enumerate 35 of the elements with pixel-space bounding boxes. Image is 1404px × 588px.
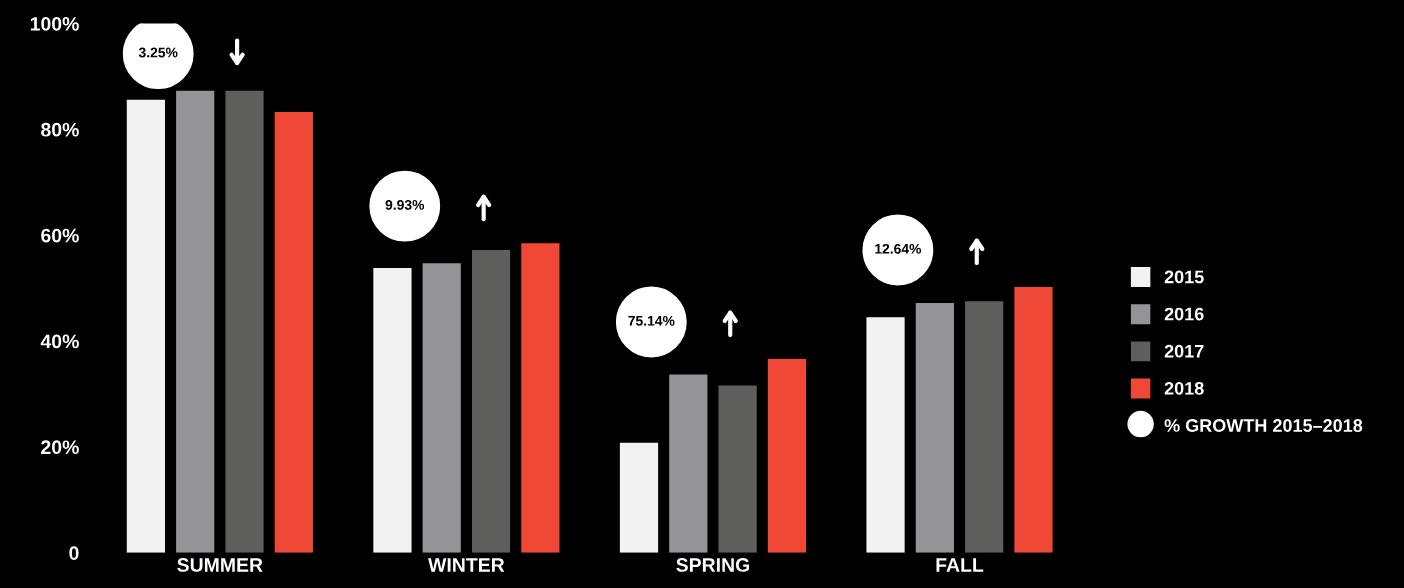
- x-tick-label: FALL: [936, 558, 984, 572]
- x-tick-label: WINTER: [428, 558, 505, 572]
- legend-label: 2017: [1164, 344, 1204, 358]
- bar: [718, 385, 757, 553]
- bar: [669, 374, 708, 553]
- bar: [274, 111, 313, 553]
- text: % GROWTH 2015–2018: [1164, 419, 1363, 432]
- bar: [767, 359, 807, 553]
- bar: [225, 90, 264, 553]
- bar: [422, 263, 461, 553]
- bar: [176, 90, 215, 553]
- x-tick-label: SPRING: [676, 558, 750, 572]
- annotation: 12.64%: [875, 243, 922, 254]
- y-tick-label: 100%: [30, 16, 79, 31]
- y-tick-label: 60%: [41, 228, 79, 243]
- annotation: 3.25%: [138, 47, 178, 58]
- y-tick-label: 0: [69, 546, 79, 560]
- bar: [965, 301, 1004, 553]
- annotation: 75.14%: [628, 315, 675, 326]
- annotation: 9.93%: [385, 199, 425, 210]
- bar: [521, 243, 560, 553]
- bar: [619, 442, 659, 553]
- bar: [471, 250, 511, 553]
- y-tick-label: 40%: [40, 334, 79, 349]
- bar: [1014, 287, 1053, 553]
- legend-label: 2018: [1164, 381, 1204, 395]
- legend-label: 2016: [1164, 307, 1204, 321]
- y-tick-label: 80%: [41, 122, 79, 137]
- bar: [915, 302, 954, 553]
- bar: [866, 317, 905, 553]
- x-tick-label: SUMMER: [177, 558, 263, 572]
- bar: [373, 268, 412, 553]
- y-tick-label: 20%: [41, 440, 79, 455]
- legend-label: 2015: [1164, 270, 1204, 284]
- bar: [126, 99, 165, 553]
